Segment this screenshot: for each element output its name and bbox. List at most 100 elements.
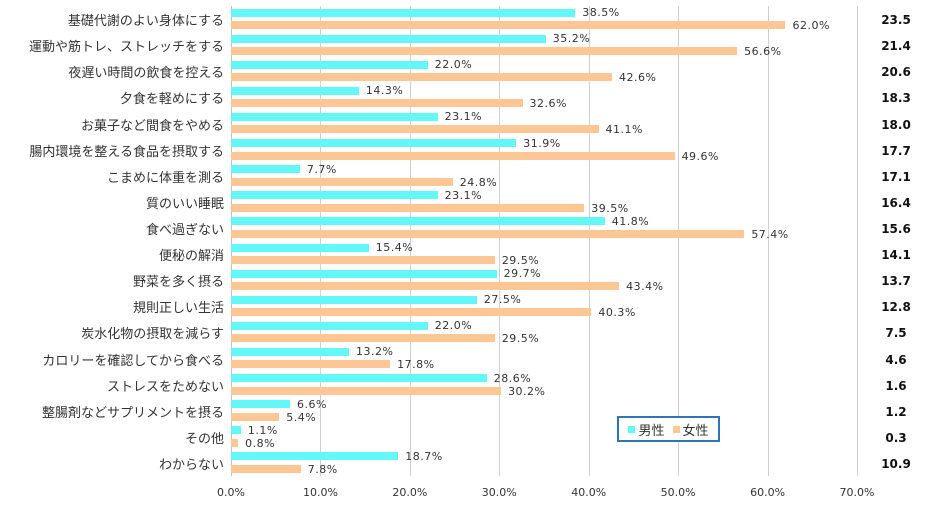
category-label: わからない bbox=[158, 457, 224, 473]
data-label-male: 29.7% bbox=[503, 267, 542, 281]
side-value: 17.1 bbox=[881, 169, 911, 184]
side-value: 21.4 bbox=[881, 39, 911, 54]
bar-male bbox=[231, 139, 517, 148]
data-label-female: 40.3% bbox=[598, 306, 636, 320]
category-label: 基礎代謝のよい身体にする bbox=[67, 14, 224, 30]
data-label-male: 23.1% bbox=[444, 188, 483, 202]
bar-female bbox=[231, 203, 585, 212]
data-label-male: 22.0% bbox=[434, 58, 473, 72]
bar-female bbox=[231, 464, 301, 473]
data-label-female: 49.6% bbox=[681, 149, 720, 163]
bar-male bbox=[231, 217, 605, 226]
bar-male bbox=[231, 400, 291, 409]
side-value: 13.7 bbox=[881, 274, 911, 289]
bar-male bbox=[231, 347, 350, 356]
bar-female bbox=[231, 308, 592, 317]
bar-male bbox=[231, 269, 497, 278]
bar-female bbox=[231, 151, 675, 160]
side-value: 1.6 bbox=[885, 378, 907, 393]
data-label-female: 56.6% bbox=[744, 45, 782, 59]
bar-female bbox=[231, 334, 495, 343]
x-tick-label: 40.0% bbox=[571, 486, 607, 499]
legend: 男性 女性 bbox=[617, 416, 720, 442]
category-label: 規則正しい生活 bbox=[132, 301, 224, 317]
data-label-female: 57.4% bbox=[751, 227, 789, 241]
data-label-male: 15.4% bbox=[375, 241, 414, 254]
side-value: 14.1 bbox=[881, 248, 911, 263]
gridline bbox=[320, 6, 321, 476]
data-label-female: 30.2% bbox=[508, 384, 546, 398]
category-label: 夕食を軽めにする bbox=[119, 92, 224, 108]
bar-female bbox=[231, 412, 280, 421]
category-label: 便秘の解消 bbox=[158, 249, 224, 265]
data-label-female: 29.5% bbox=[501, 332, 540, 346]
bar-male bbox=[231, 243, 369, 252]
side-value: 16.4 bbox=[881, 195, 911, 210]
x-tick-label: 50.0% bbox=[660, 486, 696, 499]
bar-male bbox=[231, 34, 546, 43]
category-label: 食べ過ぎない bbox=[145, 222, 224, 238]
data-label-male: 18.7% bbox=[405, 449, 443, 463]
data-label-male: 31.9% bbox=[523, 136, 561, 150]
bar-male bbox=[231, 191, 438, 200]
data-label-male: 6.6% bbox=[297, 397, 327, 411]
bar-female bbox=[231, 438, 239, 447]
category-label: カロリーを確認してから食べる bbox=[42, 353, 224, 369]
bar-male bbox=[231, 426, 241, 435]
x-tick-label: 60.0% bbox=[750, 486, 786, 499]
data-label-female: 43.4% bbox=[626, 280, 664, 294]
side-value: 12.8 bbox=[881, 300, 911, 315]
side-value: 18.0 bbox=[881, 117, 911, 132]
plot-area: 38.5% 62.0% 35.2% 56.6% 22.0% 42.6% 14.3% 32.6%… bbox=[231, 6, 858, 476]
bar-female bbox=[231, 177, 453, 186]
x-tick-label: 10.0% bbox=[302, 486, 338, 499]
bar-female bbox=[231, 73, 612, 82]
bar-male bbox=[231, 452, 399, 461]
data-label-female: 32.6% bbox=[529, 97, 567, 111]
data-label-female: 62.0% bbox=[792, 19, 830, 32]
bar-female bbox=[231, 21, 786, 29]
gridline bbox=[857, 6, 858, 476]
data-label-male: 13.2% bbox=[356, 345, 394, 359]
bar-female bbox=[231, 99, 523, 108]
bar-female bbox=[231, 282, 620, 291]
data-label-male: 7.7% bbox=[306, 162, 337, 176]
data-label-female: 42.6% bbox=[618, 71, 657, 85]
bar-male bbox=[231, 165, 300, 174]
y-axis-line bbox=[231, 6, 232, 476]
category-label: こまめに体重を測る bbox=[106, 170, 224, 186]
side-value: 4.6 bbox=[885, 352, 907, 367]
gridline bbox=[499, 6, 500, 476]
bar-male bbox=[231, 112, 438, 121]
bar-female bbox=[231, 125, 599, 134]
category-label: 野菜を多く摂る bbox=[132, 275, 224, 291]
data-label-female: 5.4% bbox=[286, 410, 317, 424]
legend-item-male: 男性 bbox=[628, 420, 665, 439]
x-tick-label: 70.0% bbox=[839, 486, 875, 499]
x-tick-label: 0.0% bbox=[217, 486, 245, 499]
legend-swatch-female-icon bbox=[672, 425, 680, 433]
data-label-male: 14.3% bbox=[365, 84, 404, 98]
bar-male bbox=[231, 374, 487, 383]
data-label-male: 28.6% bbox=[493, 371, 532, 385]
data-label-female: 29.5% bbox=[501, 254, 540, 267]
x-tick-label: 30.0% bbox=[481, 486, 517, 499]
bar-male bbox=[231, 86, 359, 95]
data-label-male: 23.1% bbox=[444, 110, 483, 124]
bar-male bbox=[231, 60, 428, 69]
side-value: 10.9 bbox=[881, 456, 911, 471]
legend-label-male: 男性 bbox=[638, 423, 665, 439]
gridline bbox=[678, 6, 679, 476]
data-label-male: 35.2% bbox=[552, 32, 591, 46]
category-label: 運動や筋トレ、ストレッチをする bbox=[28, 40, 224, 56]
bar-male bbox=[231, 295, 477, 304]
side-value: 20.6 bbox=[881, 65, 911, 80]
bar-female bbox=[231, 386, 502, 395]
category-label: 質のいい睡眠 bbox=[145, 196, 224, 212]
data-label-female: 41.1% bbox=[605, 123, 643, 137]
bar-female bbox=[231, 360, 391, 369]
category-label: 腸内環境を整える食品を摂取する bbox=[29, 144, 224, 160]
data-label-female: 24.8% bbox=[459, 175, 498, 189]
data-label-male: 27.5% bbox=[483, 293, 522, 307]
data-label-female: 0.8% bbox=[245, 436, 276, 450]
